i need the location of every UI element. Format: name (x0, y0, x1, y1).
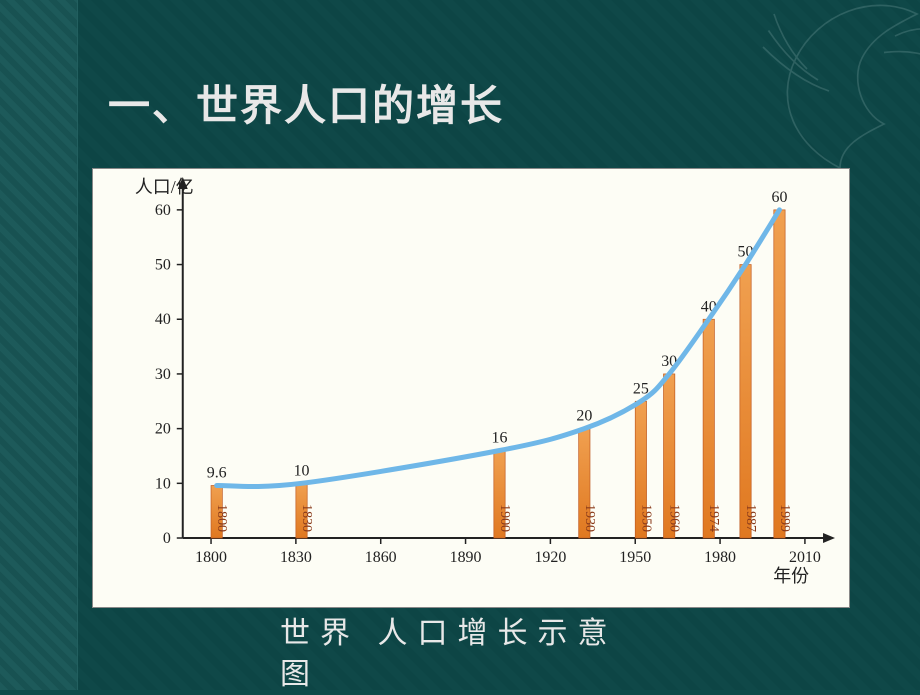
svg-text:1980: 1980 (704, 549, 736, 566)
svg-text:20: 20 (576, 408, 592, 425)
left-decorative-strip (0, 0, 78, 690)
slide-title: 一、世界人口的增长 (108, 72, 504, 133)
svg-text:10: 10 (294, 462, 310, 479)
svg-text:1900: 1900 (497, 504, 512, 532)
svg-text:1987: 1987 (743, 504, 758, 532)
svg-text:1950: 1950 (619, 549, 651, 566)
svg-text:1920: 1920 (534, 549, 566, 566)
population-chart: 人口/亿010203040506018001830186018901920195… (92, 168, 850, 608)
phoenix-ornament-icon (730, 0, 920, 190)
svg-text:20: 20 (155, 421, 171, 438)
svg-text:60: 60 (771, 189, 787, 206)
svg-text:1999: 1999 (777, 504, 792, 532)
svg-text:2010: 2010 (789, 549, 821, 566)
chart-svg: 人口/亿010203040506018001830186018901920195… (93, 169, 849, 608)
svg-text:1860: 1860 (365, 549, 397, 566)
svg-text:1930: 1930 (582, 504, 597, 532)
svg-text:1960: 1960 (667, 504, 682, 532)
svg-text:10: 10 (155, 475, 171, 492)
svg-text:1800: 1800 (195, 549, 227, 566)
svg-text:年份: 年份 (773, 566, 809, 586)
chart-caption: 世界 人口增长示意图 (280, 614, 620, 695)
svg-text:1830: 1830 (299, 504, 314, 532)
svg-text:30: 30 (155, 366, 171, 383)
svg-text:1800: 1800 (214, 504, 229, 532)
svg-text:1974: 1974 (706, 504, 721, 532)
svg-text:1950: 1950 (638, 504, 653, 532)
svg-text:1830: 1830 (280, 549, 312, 566)
svg-text:9.6: 9.6 (207, 465, 227, 482)
svg-text:0: 0 (163, 530, 171, 547)
svg-text:1890: 1890 (450, 549, 482, 566)
svg-text:60: 60 (155, 202, 171, 219)
svg-text:16: 16 (492, 430, 508, 447)
svg-text:40: 40 (155, 311, 171, 328)
svg-text:50: 50 (155, 257, 171, 274)
